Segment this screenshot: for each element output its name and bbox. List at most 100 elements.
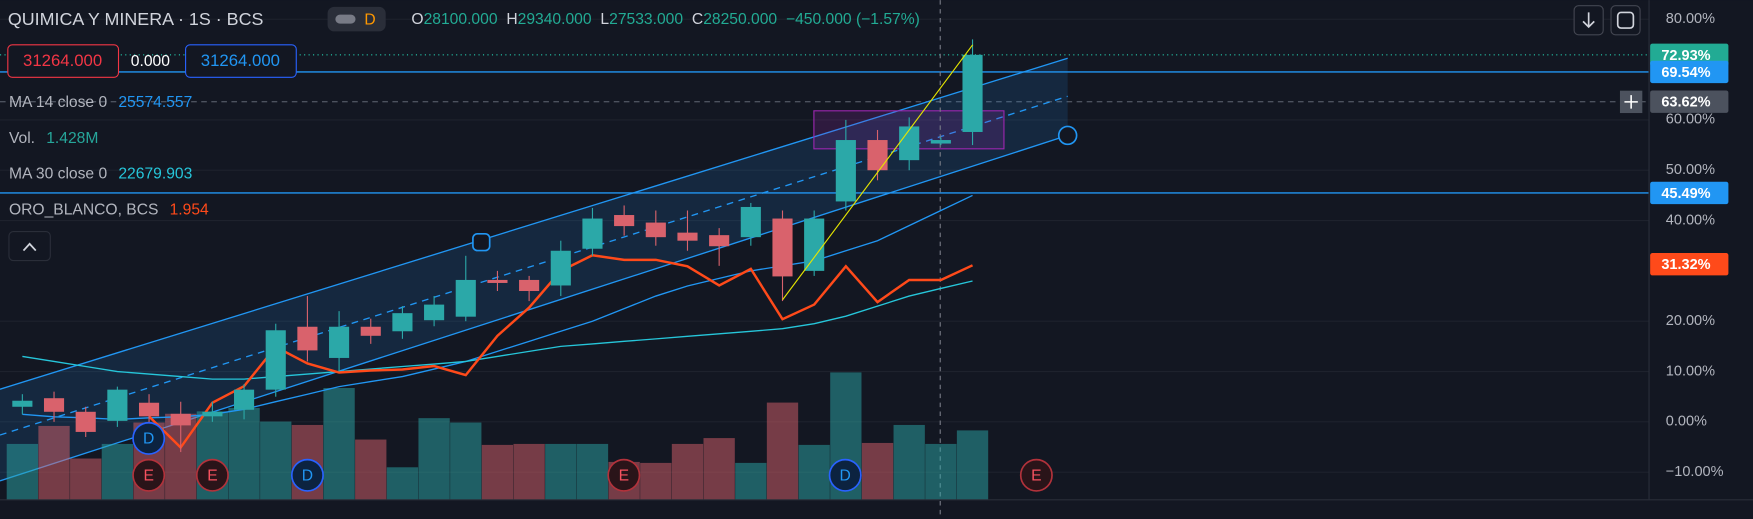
volume-bar	[513, 443, 545, 500]
sell-price: 31264.000	[23, 51, 102, 70]
interval-badge: D	[364, 11, 375, 28]
candle-body	[772, 218, 793, 277]
price-marker	[1650, 253, 1729, 276]
volume-bar	[6, 443, 39, 500]
price-marker-label: 31.32%	[1661, 257, 1710, 273]
channel-handle[interactable]	[472, 232, 491, 252]
candle-body	[329, 326, 350, 358]
volume-bar	[228, 407, 260, 500]
candle-body	[170, 413, 191, 426]
legend-value: 1.954	[170, 201, 209, 218]
candle-body	[297, 326, 318, 351]
candle-body	[487, 279, 508, 283]
candle-body	[360, 326, 381, 336]
price-marker	[1650, 60, 1729, 84]
candle-body	[899, 126, 920, 161]
quote-key: L	[600, 11, 609, 28]
price-marker-label: 72.93%	[1661, 48, 1710, 64]
candle-body	[202, 411, 223, 417]
legend-name: Vol.	[9, 130, 35, 147]
price-marker	[1650, 43, 1729, 67]
volume-bar	[481, 444, 514, 500]
candle-body	[677, 232, 698, 241]
y-tick-label: 20.00%	[1666, 313, 1715, 329]
plot: D E E D E D E	[6, 39, 1053, 500]
volume-bar	[798, 444, 830, 500]
sell-button[interactable]	[7, 44, 120, 78]
candle-body	[804, 218, 825, 271]
legend-value: 1.428M	[46, 130, 98, 147]
price-marker-label: 63.62%	[1661, 95, 1710, 111]
event-label: D	[302, 468, 313, 485]
candle-body	[867, 140, 888, 171]
legend: MA 14 close 0 25574.557 Vol. 1.428M MA 30 cl…	[9, 94, 209, 218]
candle-body	[614, 215, 635, 227]
event-marker	[607, 458, 641, 492]
spread: 0.000	[131, 53, 170, 70]
interval-toggle[interactable]	[327, 6, 386, 32]
legend-value: 25574.557	[118, 94, 192, 111]
volume-bar	[323, 387, 355, 500]
quote-key: O	[411, 11, 423, 28]
event-marker	[195, 458, 229, 492]
legend-name: ORO_BLANCO, BCS	[9, 201, 159, 218]
chart-title: QUIMICA Y MINERA · 1S · BCS	[8, 9, 264, 29]
volume-bar	[956, 430, 989, 500]
quote: O28100.000 H29340.000 L27533.000 C28250.…	[411, 11, 919, 28]
volume-bar	[703, 438, 735, 500]
event-marker	[828, 458, 862, 492]
candle-body	[645, 222, 666, 238]
y-tick-label: 0.00%	[1666, 414, 1707, 430]
volume-bar	[671, 443, 704, 500]
quote-change: −450.000 (−1.57%)	[786, 11, 920, 28]
y-tick-label: 60.00%	[1666, 112, 1715, 128]
volume-bar	[640, 462, 672, 500]
candle-body	[138, 402, 160, 417]
fullscreen-button[interactable]	[1610, 5, 1641, 36]
candle-body	[234, 389, 255, 410]
channel-mid	[0, 95, 1068, 436]
channel-top	[0, 57, 1068, 390]
price-marker	[1650, 181, 1729, 205]
volume-bar	[766, 402, 799, 500]
volume-bar	[260, 421, 292, 500]
quote-value: 27533.000	[609, 11, 683, 28]
candle-body	[107, 389, 128, 421]
trend-line	[782, 44, 974, 301]
buy-button[interactable]	[185, 44, 297, 78]
event-label: D	[840, 468, 851, 485]
quote-key: H	[506, 11, 517, 28]
volume-bar	[38, 425, 70, 500]
candle-body	[75, 411, 96, 432]
collapse-button[interactable]	[8, 230, 51, 262]
channel-handle[interactable]	[1057, 125, 1078, 146]
volume-bar	[893, 424, 925, 500]
volume-bar	[735, 462, 767, 500]
quote-value: 28100.000	[424, 11, 498, 28]
candle-body	[962, 54, 983, 132]
candle-body	[740, 206, 761, 238]
buy-price: 31264.000	[201, 51, 280, 70]
y-tick-label: 40.00%	[1666, 212, 1715, 228]
volume-bar	[418, 418, 450, 500]
volume-bar	[70, 458, 102, 500]
volume-bar	[450, 422, 482, 500]
y-tick-label: 50.00%	[1666, 162, 1715, 178]
y-tick-label: −10.00%	[1666, 464, 1724, 480]
y-tick-label: 10.00%	[1666, 363, 1715, 379]
collapse-icon	[22, 242, 37, 252]
candle-body	[930, 140, 951, 144]
candle-body	[550, 250, 571, 286]
fullscreen-icon	[1616, 11, 1635, 29]
quote-value: 28250.000	[703, 11, 777, 28]
price-marker-label: 69.54%	[1661, 65, 1710, 81]
indicator-line	[22, 280, 973, 380]
candle-body	[43, 398, 65, 412]
quote-value: 29340.000	[518, 11, 592, 28]
candle-body	[709, 235, 730, 247]
candle-body	[12, 400, 33, 407]
event-label: E	[207, 468, 217, 485]
volume-bar	[386, 467, 419, 500]
volume-bar	[545, 443, 577, 500]
